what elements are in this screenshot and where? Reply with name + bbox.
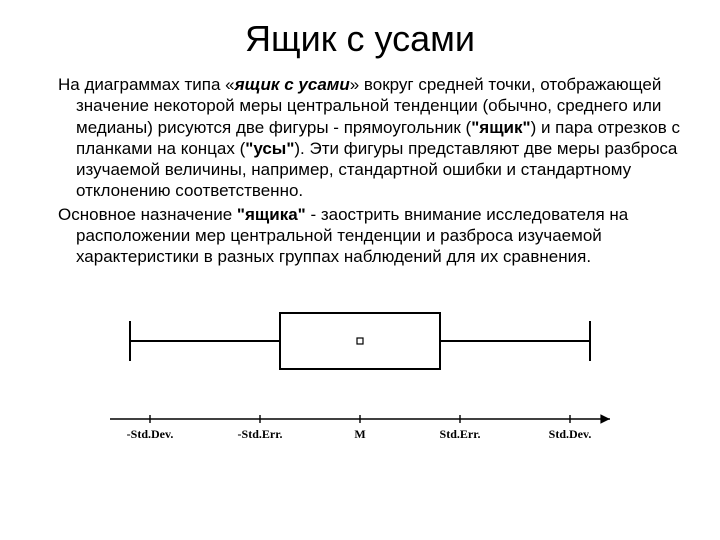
paragraph-2: Основное назначение "ящика" - заострить … — [40, 204, 680, 268]
axis-label: M — [354, 427, 365, 442]
axis-label: -Std.Dev. — [127, 427, 174, 442]
axis-label: Std.Dev. — [549, 427, 592, 442]
p1-box-word: "ящик" — [471, 118, 530, 137]
body-text: На диаграммах типа «ящик с усами» вокруг… — [40, 74, 680, 267]
axis-labels: -Std.Dev. -Std.Err. M Std.Err. Std.Dev. — [90, 427, 630, 445]
boxplot-diagram: -Std.Dev. -Std.Err. M Std.Err. Std.Dev. — [90, 291, 630, 451]
slide-container: Ящик с усами На диаграммах типа «ящик с … — [0, 0, 720, 540]
p1-whisker-word: "усы" — [245, 139, 294, 158]
p1-pre: На диаграммах типа « — [58, 75, 235, 94]
p1-emphasis: ящик с усами — [235, 75, 350, 94]
axis-label: Std.Err. — [440, 427, 481, 442]
p2-pre: Основное назначение — [58, 205, 237, 224]
paragraph-1: На диаграммах типа «ящик с усами» вокруг… — [40, 74, 680, 202]
slide-title: Ящик с усами — [40, 18, 680, 60]
axis-label: -Std.Err. — [238, 427, 283, 442]
p2-box-word: "ящика" — [237, 205, 306, 224]
